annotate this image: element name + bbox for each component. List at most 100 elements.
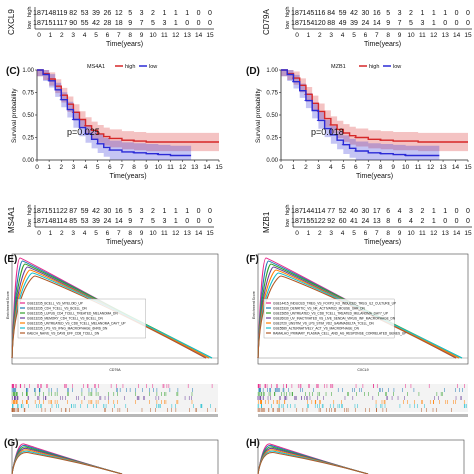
risk-x-tick: 9 — [140, 32, 144, 39]
risk-high-count: 0 — [208, 10, 212, 17]
risk-high-count: 16 — [115, 208, 123, 215]
km-y-tick-label: 1.00 — [22, 68, 34, 74]
risk-high-count: 187 — [33, 10, 45, 17]
gsea-enrichment-curve — [11, 449, 123, 474]
risk-x-tick: 6 — [364, 230, 368, 237]
risk-low-count: 151 — [45, 20, 57, 27]
risk-x-tick: 1 — [307, 32, 311, 39]
risk-x-tick: 6 — [106, 32, 110, 39]
risk-high-count: 59 — [339, 10, 347, 17]
risk-low-count: 85 — [69, 218, 77, 225]
risk-high-count: 26 — [104, 10, 112, 17]
risk-high-count: 144 — [303, 208, 315, 215]
gsea-rug-row — [258, 392, 468, 396]
risk-high-count: 6 — [386, 208, 390, 215]
risk-low-count: 120 — [314, 20, 326, 27]
km-y-tick-label: 0.00 — [22, 158, 34, 164]
gsea-legend-label: GSE13235_BCELL_VS_MYELOID_UP — [27, 301, 83, 305]
risk-high-count: 0 — [208, 208, 212, 215]
gsea-rug-row — [258, 408, 468, 412]
risk-low-count: 5 — [151, 218, 155, 225]
km-curve-low — [281, 69, 440, 157]
gsea-legend-label: GSE26030_UV_INACTIVATED_VS_LIVE_SENDAI_V… — [273, 316, 396, 320]
risk-high-count: 17 — [373, 208, 381, 215]
risk-low-count: 24 — [362, 218, 370, 225]
risk-high-count: 114 — [314, 208, 325, 215]
panel-label-g: (G) — [4, 438, 18, 449]
risk-x-tick: 13 — [184, 32, 192, 39]
risk-low-count: 4 — [409, 218, 413, 225]
risk-high-label: high — [285, 205, 291, 215]
risk-low-count: 9 — [128, 20, 132, 27]
km-x-tick-label: 14 — [203, 164, 211, 171]
risk-high-count: 2 — [151, 208, 155, 215]
gsea-frame — [257, 253, 469, 365]
risk-high-count: 59 — [81, 208, 89, 215]
risk-x-tick: 2 — [318, 32, 322, 39]
risk-x-tick: 2 — [318, 230, 322, 237]
risk-high-count: 3 — [140, 208, 144, 215]
risk-x-tick: 3 — [329, 32, 333, 39]
risk-x-tick: 12 — [430, 32, 438, 39]
risk-low-count: 0 — [197, 218, 201, 225]
gsea-rug-row — [258, 396, 468, 400]
risk-x-tick: 9 — [398, 32, 402, 39]
risk-low-count: 6 — [398, 218, 402, 225]
risk-x-tick: 10 — [149, 32, 157, 39]
risk-x-tick: 4 — [83, 32, 87, 39]
gsea-rug-row — [12, 384, 218, 388]
gsea-legend-label: RAMALHO_PRIMARY_PLASMA_CELL_AND_AG_RESPO… — [273, 331, 406, 335]
risk-low-count: 60 — [339, 218, 347, 225]
risk-high-count: 0 — [455, 208, 459, 215]
km-y-tick-label: 1.00 — [266, 68, 278, 74]
risk-x-tick: 0 — [295, 32, 299, 39]
risk-high-count: 1 — [420, 10, 424, 17]
risk-table-gene-label: CXCL9 — [7, 9, 16, 35]
risk-x-tick: 1 — [307, 230, 311, 237]
risk-x-tick: 13 — [442, 230, 450, 237]
risk-low-count: 0 — [443, 218, 447, 225]
risk-low-count: 117 — [56, 20, 67, 27]
gsea-enrichment-curve — [257, 447, 369, 474]
km-y-tick-label: 0.75 — [22, 91, 34, 97]
km-x-tick-label: 7 — [120, 164, 124, 171]
km-x-tick-label: 11 — [415, 164, 422, 171]
risk-table-gene-label: MS4A1 — [7, 206, 16, 233]
risk-low-count: 0 — [443, 20, 447, 27]
panel-label-e: (E) — [4, 254, 17, 265]
risk-high-count: 12 — [115, 10, 123, 17]
risk-low-count: 28 — [104, 20, 112, 27]
risk-x-tick: 7 — [117, 32, 121, 39]
gsea-rug-row — [258, 388, 468, 392]
risk-x-tick: 0 — [37, 230, 41, 237]
gsea-legend-label: GSE3720_UNSTIM_VS_LPS_STIM_VD2_GAMMADELT… — [273, 321, 374, 325]
risk-x-tick: 11 — [419, 32, 426, 39]
risk-high-count: 30 — [104, 208, 112, 215]
panel-label-f: (F) — [246, 254, 259, 265]
risk-x-tick: 15 — [464, 32, 472, 39]
km-x-tick-label: 9 — [144, 164, 148, 171]
km-x-label: Time(years) — [109, 173, 146, 180]
risk-low-count: 14 — [373, 20, 381, 27]
risk-x-tick: 4 — [341, 230, 345, 237]
risk-x-tick: 15 — [206, 230, 214, 237]
risk-high-count: 3 — [140, 10, 144, 17]
risk-low-count: 3 — [420, 20, 424, 27]
km-x-tick-label: 1 — [47, 164, 51, 171]
risk-low-count: 187 — [291, 20, 303, 27]
km-y-tick-label: 0.50 — [266, 113, 278, 119]
risk-high-count: 5 — [128, 208, 132, 215]
risk-low-count: 7 — [140, 20, 144, 27]
gsea-enrichment-curve — [257, 450, 369, 474]
risk-high-count: 1 — [174, 10, 178, 17]
km-curve-low — [37, 69, 192, 157]
risk-low-count: 1 — [174, 218, 178, 225]
km-legend-label-high: high — [369, 64, 379, 70]
gsea-legend-label: GSE13235_CD4_TCELL_VS_BCELL_DN — [27, 306, 87, 310]
risk-x-tick: 3 — [71, 230, 75, 237]
risk-low-count: 0 — [185, 218, 189, 225]
risk-low-label: low — [285, 21, 291, 29]
km-curve-high — [281, 69, 468, 143]
risk-x-tick: 2 — [60, 32, 64, 39]
